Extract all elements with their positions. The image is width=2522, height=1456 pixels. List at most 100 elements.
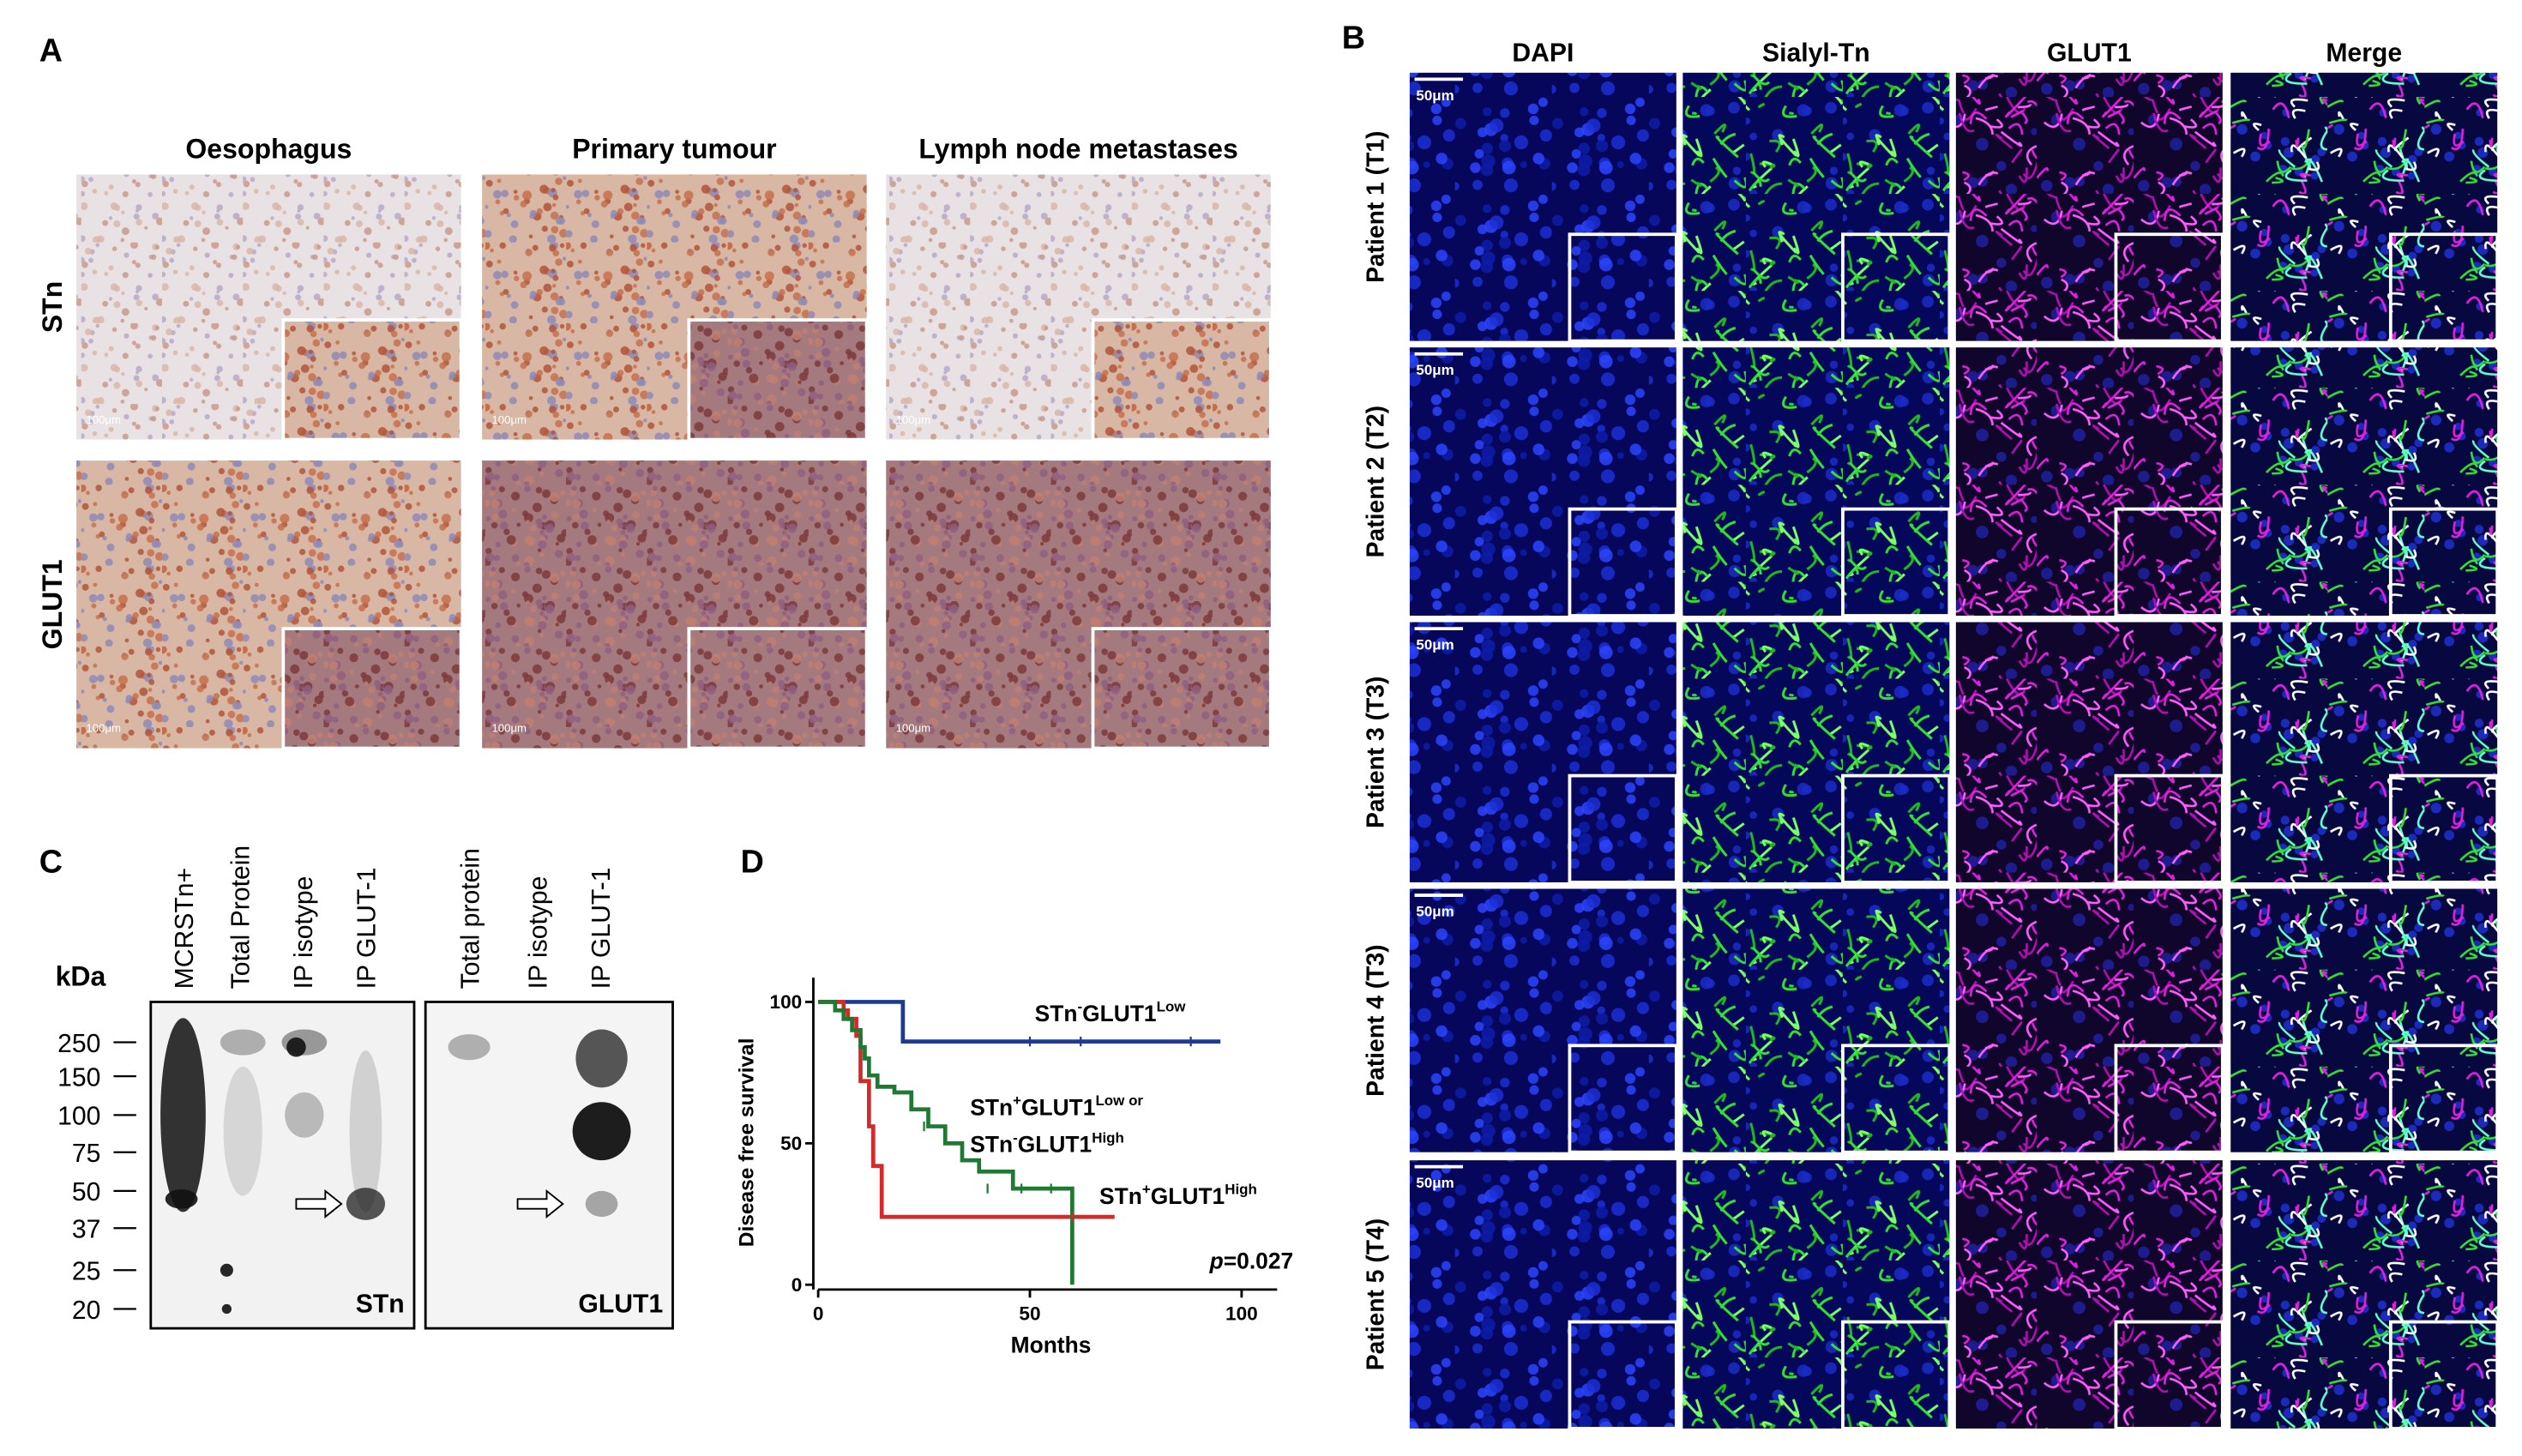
unit-label: kDa <box>56 961 107 992</box>
lane-label: IP isotype <box>290 876 318 990</box>
panel-label: D <box>741 844 764 880</box>
column-header: Primary tumour <box>572 134 776 165</box>
panel-label: B <box>1342 20 1365 56</box>
row-label: GLUT1 <box>37 559 68 649</box>
row-label: Patient 4 (T3) <box>1362 944 1389 1096</box>
group-label: STn-GLUT1High <box>970 1129 1124 1157</box>
inset <box>2114 507 2224 617</box>
group-label-part: Low or <box>1095 1092 1143 1109</box>
marker-label: 37 <box>72 1216 101 1244</box>
x-tick-label: 0 <box>813 1303 824 1325</box>
y-axis-label: Disease free survival <box>736 1038 759 1248</box>
row-label: Patient 3 (T3) <box>1362 677 1389 828</box>
blot-band <box>223 1066 262 1196</box>
x-tick-label: 100 <box>1225 1303 1258 1325</box>
p-value-text: =0.027 <box>1224 1248 1293 1273</box>
arrow <box>516 1188 564 1219</box>
inset <box>1568 232 1678 343</box>
y-tick-label: 100 <box>770 991 803 1013</box>
group-label: STn-GLUT1Low <box>1035 999 1187 1026</box>
inset <box>1841 507 1952 617</box>
inset <box>1841 232 1952 343</box>
arrow <box>295 1188 343 1219</box>
blot-band <box>160 1018 206 1212</box>
lane-label: IP GLUT-1 <box>353 868 382 990</box>
x-tick-label: 50 <box>1019 1303 1040 1325</box>
group-label-part: STn <box>1035 1001 1078 1026</box>
group-label-part: + <box>1142 1182 1151 1198</box>
inset <box>2388 507 2500 617</box>
group-label-part: Low <box>1157 999 1187 1015</box>
x-axis-label: Months <box>1011 1332 1092 1357</box>
group-label-part: GLUT1 <box>1021 1094 1095 1120</box>
marker-label: 250 <box>57 1030 100 1058</box>
blot-band <box>448 1034 491 1061</box>
group-label-part: GLUT1 <box>1018 1132 1092 1158</box>
column-header: Oesophagus <box>185 134 352 165</box>
inset <box>687 318 869 442</box>
group-label: STn+GLUT1Low or <box>970 1092 1143 1120</box>
blot-band <box>572 1102 631 1161</box>
blot-band <box>221 1303 232 1315</box>
inset <box>2114 232 2224 343</box>
row-label: Patient 1 (T1) <box>1362 131 1389 283</box>
inset <box>1568 507 1678 617</box>
blot-band <box>286 1037 306 1057</box>
inset <box>687 627 869 750</box>
blot <box>424 1001 674 1330</box>
group-label: STn+GLUT1High <box>1099 1182 1257 1209</box>
panel-label: C <box>39 844 63 880</box>
marker-label: 20 <box>72 1297 101 1325</box>
scale-bar-label: 50μm <box>1416 1175 1454 1191</box>
y-tick-label: 0 <box>792 1274 803 1296</box>
inset <box>2114 1044 2224 1154</box>
lane-label: Total Protein <box>227 845 256 990</box>
panel-label: A <box>39 33 63 69</box>
inset <box>1568 1320 1678 1430</box>
group-label-part: High <box>1092 1129 1124 1146</box>
inset <box>1841 1320 1952 1430</box>
inset <box>281 627 463 750</box>
scale-bar-label: 50μm <box>1416 637 1454 653</box>
group-label-part: - <box>1077 999 1082 1015</box>
blot-band <box>285 1092 324 1138</box>
group-label-part: STn <box>970 1132 1013 1158</box>
column-header: Sialyl-Tn <box>1762 39 1870 68</box>
inset <box>1091 318 1273 442</box>
marker-label: 75 <box>72 1140 101 1168</box>
group-label-part: STn <box>970 1094 1013 1120</box>
inset <box>2388 773 2500 884</box>
figure-content: A Oesophagus Primary tumour Lymph node meta… <box>37 20 2500 1430</box>
group-label-part: GLUT1 <box>1151 1183 1225 1209</box>
lane-label: IP GLUT-1 <box>587 868 616 990</box>
inset <box>2114 1320 2224 1430</box>
row-label: STn <box>37 281 68 333</box>
survival-curve <box>818 1000 1221 1044</box>
scale-bar-label: 50μm <box>1416 904 1454 920</box>
blot-band <box>346 1188 386 1220</box>
group-label-part: STn <box>1099 1183 1142 1209</box>
inset <box>1568 773 1678 884</box>
scale-bar-label: 100μm <box>896 413 931 426</box>
column-header: DAPI <box>1512 39 1574 68</box>
inset <box>1841 1044 1952 1154</box>
lane-label: IP isotype <box>525 876 553 990</box>
survival-curve <box>818 1000 1074 1285</box>
scale-bar-label: 100μm <box>491 722 527 735</box>
scale-bar-label: 50μm <box>1416 362 1454 378</box>
p-value: p=0.027 <box>1209 1248 1294 1273</box>
scale-bar-label: 100μm <box>86 722 121 735</box>
inset <box>2388 1044 2500 1154</box>
blot-band <box>165 1189 198 1209</box>
marker-label: 50 <box>72 1178 101 1206</box>
scale-bar-label: 100μm <box>86 413 121 426</box>
scale-bar-label: 100μm <box>896 722 931 735</box>
inset <box>281 318 463 442</box>
column-header: Lymph node metastases <box>918 134 1237 165</box>
inset <box>2114 773 2224 884</box>
column-header: GLUT1 <box>2047 39 2132 68</box>
marker-label: 100 <box>57 1103 100 1131</box>
inset <box>2388 232 2500 343</box>
inset <box>1568 1044 1678 1154</box>
